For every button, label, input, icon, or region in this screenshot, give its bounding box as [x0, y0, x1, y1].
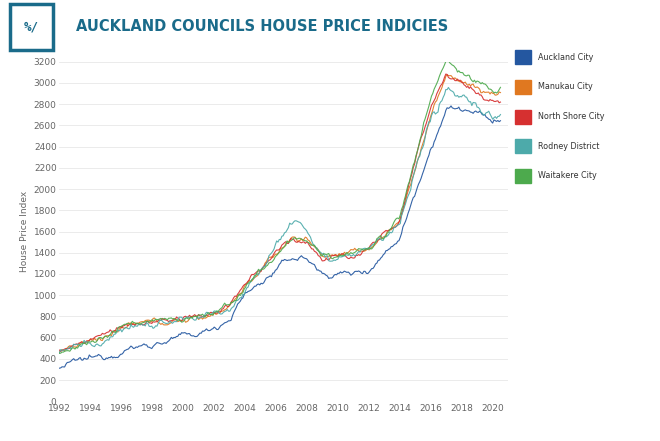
Bar [515, 139, 531, 153]
Text: Rodney District: Rodney District [539, 142, 600, 151]
Text: Waitakere City: Waitakere City [539, 172, 597, 180]
Bar [515, 80, 531, 94]
Text: %/: %/ [24, 20, 39, 34]
Y-axis label: House Price Index: House Price Index [20, 191, 30, 272]
Bar [515, 109, 531, 123]
Text: North Shore City: North Shore City [539, 112, 605, 121]
Text: AUCKLAND COUNCILS HOUSE PRICE INDICIES: AUCKLAND COUNCILS HOUSE PRICE INDICIES [76, 19, 448, 34]
Text: Manukau City: Manukau City [539, 82, 593, 91]
Text: Auckland City: Auckland City [539, 53, 594, 62]
Bar [515, 169, 531, 183]
Bar [515, 50, 531, 64]
